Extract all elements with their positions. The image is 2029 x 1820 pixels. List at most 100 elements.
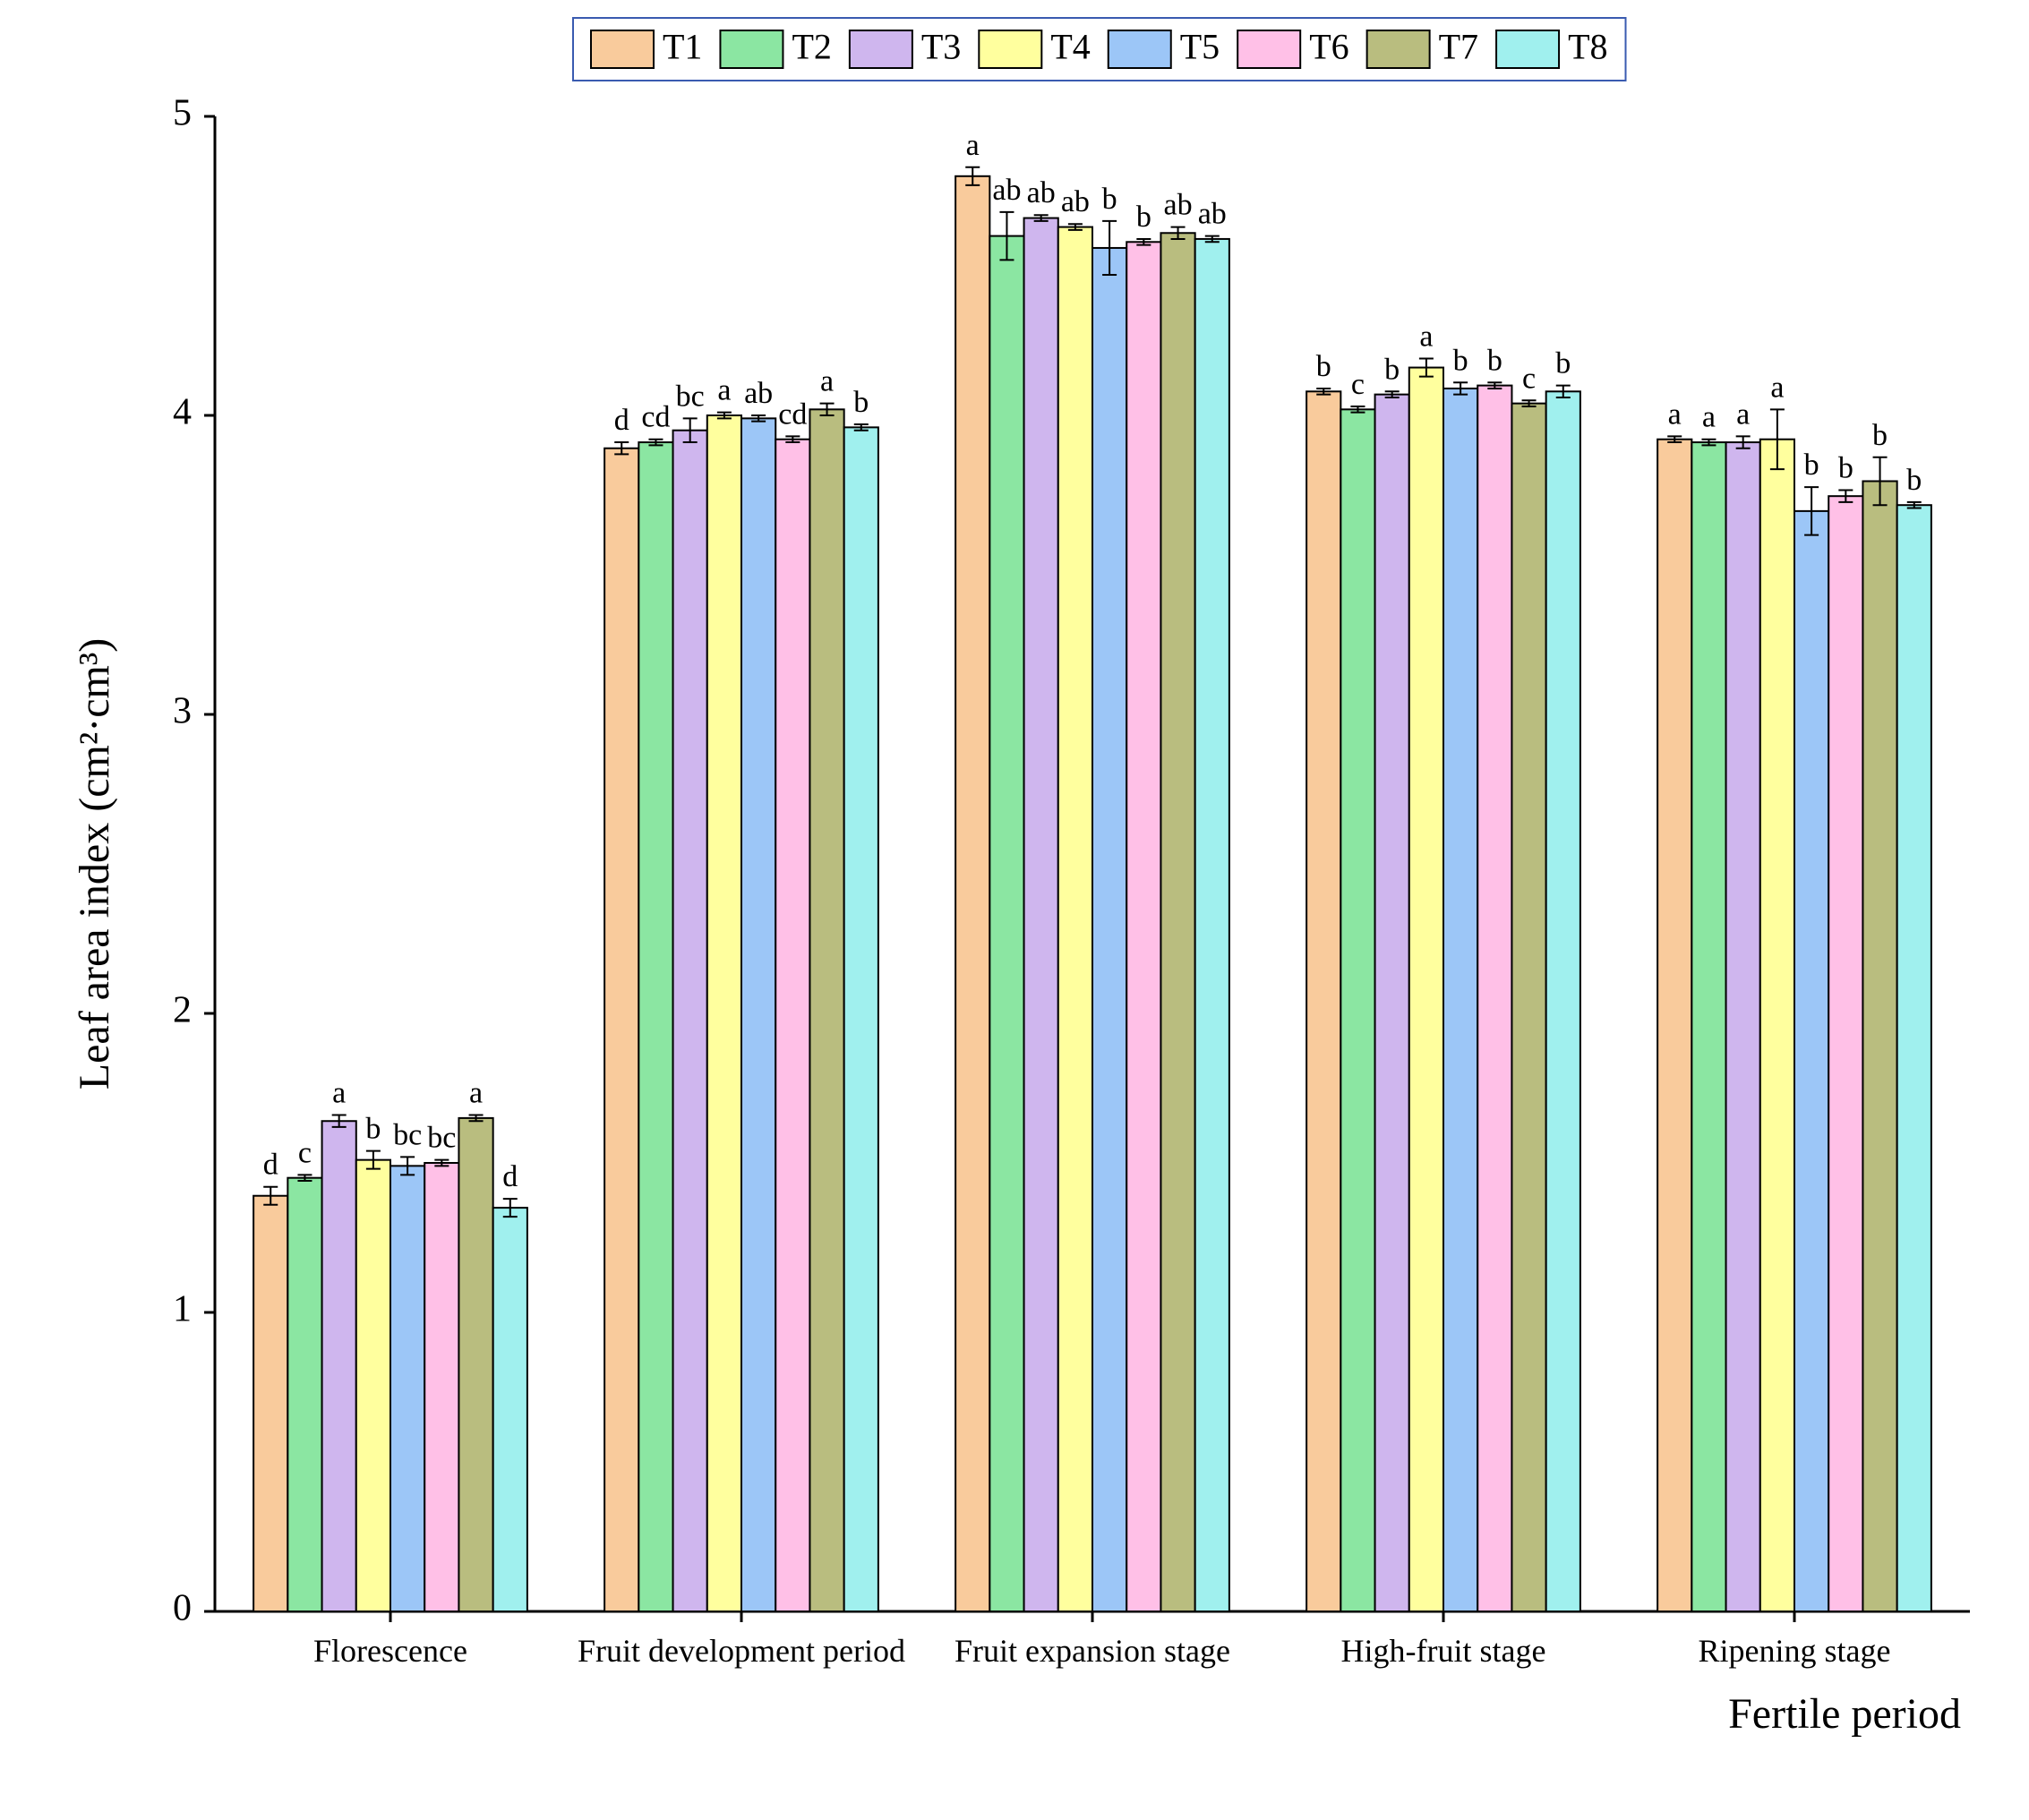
bar-T3 xyxy=(1024,218,1058,1611)
bar-T5 xyxy=(741,418,775,1611)
x-category-label: Fruit development period xyxy=(578,1633,905,1669)
y-tick-label: 1 xyxy=(173,1289,192,1330)
legend-swatch-T3 xyxy=(850,30,912,68)
bar-T3 xyxy=(673,431,707,1611)
y-tick-label: 3 xyxy=(173,691,192,732)
bar-T2 xyxy=(638,442,672,1611)
bar-T3 xyxy=(322,1121,356,1611)
x-category-label: Ripening stage xyxy=(1699,1633,1891,1669)
bar-T5 xyxy=(390,1166,424,1611)
legend-label-T2: T2 xyxy=(792,27,831,67)
legend-swatch-T5 xyxy=(1109,30,1171,68)
significance-label: a xyxy=(332,1077,346,1110)
y-tick-label: 5 xyxy=(173,93,192,134)
significance-label: ab xyxy=(992,174,1021,207)
significance-label: b xyxy=(1453,344,1468,377)
legend-swatch-T8 xyxy=(1496,30,1559,68)
significance-label: ab xyxy=(1027,176,1056,209)
significance-label: b xyxy=(1906,464,1922,497)
bar-T6 xyxy=(424,1163,458,1611)
significance-label: bc xyxy=(676,380,705,413)
legend-label-T1: T1 xyxy=(663,27,702,67)
bar-T1 xyxy=(1657,440,1691,1611)
legend-label-T8: T8 xyxy=(1568,27,1607,67)
bar-T8 xyxy=(1195,239,1229,1611)
bar-T7 xyxy=(458,1118,492,1611)
significance-label: ab xyxy=(1164,189,1193,222)
significance-label: a xyxy=(469,1077,483,1110)
significance-label: cd xyxy=(641,401,670,434)
significance-label: b xyxy=(1384,353,1400,386)
significance-label: b xyxy=(1487,344,1502,377)
bar-T2 xyxy=(1691,442,1725,1611)
x-category-label: Fruit expansion stage xyxy=(955,1633,1230,1669)
legend-swatch-T2 xyxy=(720,30,783,68)
chart-root: 0 1 2 3 4 5 Leaf area index (cm²·cm³) Florescen… xyxy=(0,0,2029,1820)
x-axis-label: Fertile period xyxy=(1728,1690,1961,1738)
bar-T3 xyxy=(1726,442,1760,1611)
legend-label-T5: T5 xyxy=(1180,27,1220,67)
bar-T1 xyxy=(253,1196,287,1611)
significance-label: c xyxy=(298,1136,312,1169)
significance-label: b xyxy=(1102,183,1117,216)
bar-T4 xyxy=(356,1160,390,1611)
significance-label: d xyxy=(614,404,629,437)
bar-T1 xyxy=(1306,391,1340,1611)
significance-label: ab xyxy=(1061,185,1090,218)
bar-T7 xyxy=(809,409,843,1611)
bar-T4 xyxy=(707,415,741,1611)
significance-label: b xyxy=(1555,347,1571,380)
significance-label: b xyxy=(853,386,869,419)
bar-T7 xyxy=(1511,404,1545,1611)
bar-T4 xyxy=(1760,440,1794,1611)
significance-label: a xyxy=(1702,401,1716,434)
legend-swatch-T7 xyxy=(1367,30,1430,68)
y-tick-label: 2 xyxy=(173,990,192,1031)
significance-label: ab xyxy=(744,377,773,410)
bar-T8 xyxy=(1897,505,1931,1611)
significance-label: b xyxy=(1316,350,1331,383)
bar-T6 xyxy=(1828,496,1862,1611)
legend: T1T2T3T4T5T6T7T8 xyxy=(573,18,1626,81)
y-axis-label: Leaf area index (cm²·cm³) xyxy=(71,638,118,1089)
significance-label: a xyxy=(1419,320,1433,354)
legend-swatch-T6 xyxy=(1237,30,1300,68)
y-tick-label: 0 xyxy=(173,1588,192,1629)
significance-label: a xyxy=(820,365,834,398)
bar-T7 xyxy=(1862,481,1896,1611)
bar-T2 xyxy=(287,1178,321,1611)
legend-swatch-T4 xyxy=(979,30,1041,68)
significance-label: a xyxy=(717,374,731,407)
significance-label: a xyxy=(1770,371,1784,404)
legend-label-T3: T3 xyxy=(921,27,961,67)
bar-T6 xyxy=(1477,386,1511,1611)
significance-label: d xyxy=(502,1160,518,1193)
bar-T1 xyxy=(955,176,989,1611)
bar-T5 xyxy=(1794,511,1828,1611)
x-category-label: High-fruit stage xyxy=(1341,1633,1546,1669)
legend-label-T4: T4 xyxy=(1050,27,1090,67)
significance-label: a xyxy=(966,129,980,162)
significance-label: b xyxy=(1136,201,1151,234)
significance-label: b xyxy=(1804,449,1819,482)
significance-label: b xyxy=(365,1113,381,1146)
y-tick-label: 4 xyxy=(173,392,192,433)
bar-T7 xyxy=(1160,233,1194,1611)
significance-label: b xyxy=(1872,419,1888,452)
bar-T2 xyxy=(1340,409,1374,1611)
significance-label: b xyxy=(1838,452,1853,485)
legend-swatch-T1 xyxy=(591,30,654,68)
bar-T1 xyxy=(604,449,638,1611)
bar-T4 xyxy=(1409,368,1443,1611)
bar-T6 xyxy=(1126,242,1160,1611)
legend-label-T7: T7 xyxy=(1439,27,1478,67)
significance-label: a xyxy=(1668,397,1682,431)
significance-label: a xyxy=(1736,397,1750,431)
bar-T5 xyxy=(1092,248,1126,1611)
x-category-label: Florescence xyxy=(313,1633,467,1669)
bar-T2 xyxy=(989,236,1023,1611)
significance-label: cd xyxy=(778,397,807,431)
bar-T3 xyxy=(1375,395,1409,1611)
significance-label: c xyxy=(1522,362,1536,395)
bar-T5 xyxy=(1443,389,1477,1611)
